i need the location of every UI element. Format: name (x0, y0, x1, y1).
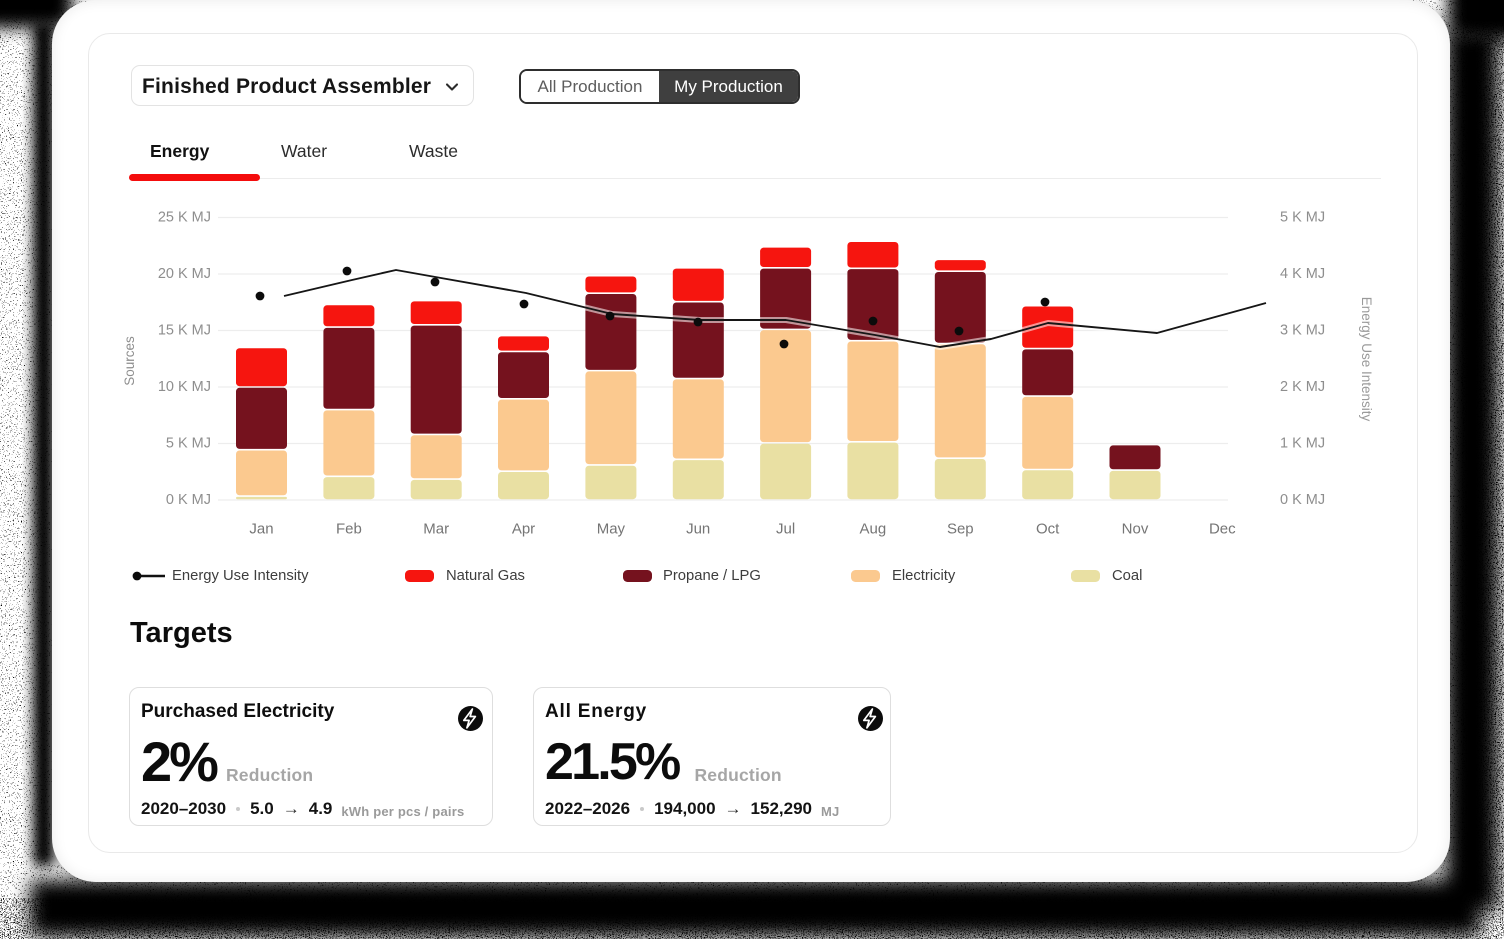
svg-text:0 K MJ: 0 K MJ (1280, 492, 1325, 508)
svg-text:5 K MJ: 5 K MJ (166, 436, 211, 452)
svg-text:May: May (597, 521, 626, 538)
svg-text:25 K MJ: 25 K MJ (158, 210, 211, 226)
svg-text:20 K MJ: 20 K MJ (158, 266, 211, 282)
svg-text:Energy Use Intensity: Energy Use Intensity (1359, 297, 1374, 422)
svg-text:Sep: Sep (947, 521, 974, 538)
svg-text:5 K MJ: 5 K MJ (1280, 210, 1325, 226)
svg-text:Feb: Feb (336, 521, 362, 538)
svg-text:0 K MJ: 0 K MJ (166, 492, 211, 508)
svg-text:4 K MJ: 4 K MJ (1280, 266, 1325, 282)
svg-text:Jan: Jan (249, 521, 273, 538)
svg-text:Aug: Aug (860, 521, 887, 538)
svg-text:1 K MJ: 1 K MJ (1280, 436, 1325, 452)
svg-text:Oct: Oct (1036, 521, 1060, 538)
svg-text:Sources: Sources (122, 336, 137, 386)
svg-text:Apr: Apr (512, 521, 535, 538)
svg-text:2 K MJ: 2 K MJ (1280, 379, 1325, 395)
svg-text:10 K MJ: 10 K MJ (158, 379, 211, 395)
svg-text:Nov: Nov (1122, 521, 1149, 538)
svg-text:Mar: Mar (423, 521, 449, 538)
svg-text:15 K MJ: 15 K MJ (158, 323, 211, 339)
svg-text:Dec: Dec (1209, 521, 1236, 538)
svg-text:Jun: Jun (686, 521, 710, 538)
svg-text:3 K MJ: 3 K MJ (1280, 323, 1325, 339)
svg-text:Jul: Jul (776, 521, 795, 538)
